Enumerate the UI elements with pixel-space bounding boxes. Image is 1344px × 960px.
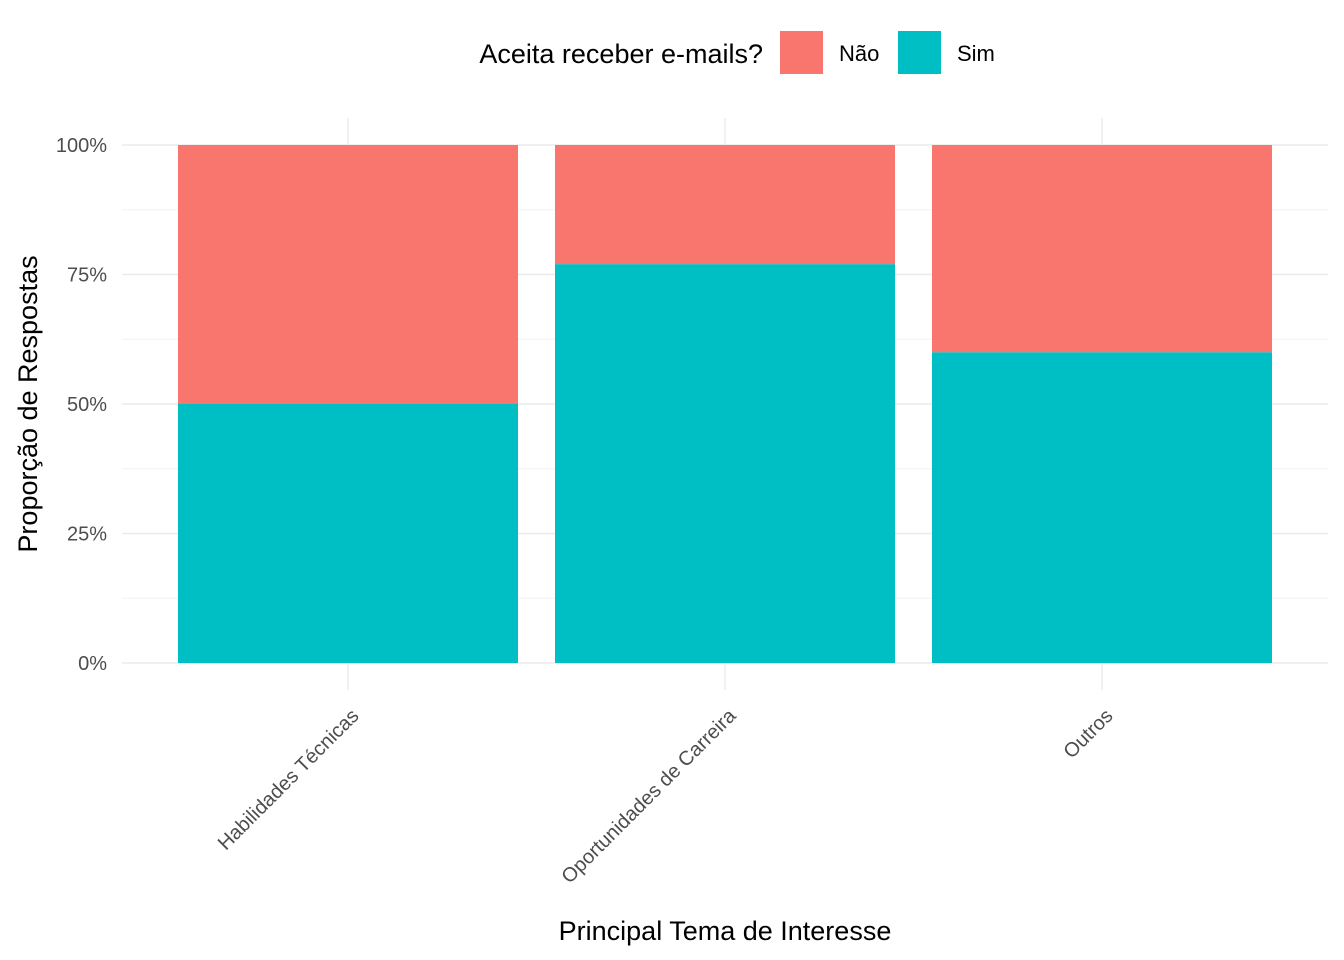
y-tick-label: 0% (78, 653, 107, 675)
y-axis-ticks: 0% 25% 50% 75% 100% (56, 135, 107, 675)
x-tick-label: Outros (1060, 705, 1118, 763)
bar-segment (555, 145, 895, 265)
y-tick-label: 50% (67, 394, 107, 416)
y-tick-label: 100% (56, 135, 107, 157)
bars (178, 145, 1272, 663)
legend-items: Não Sim (780, 31, 995, 74)
x-axis-title: Principal Tema de Interesse (559, 916, 892, 946)
bar-segment (932, 352, 1272, 663)
bar-segment (932, 145, 1272, 353)
y-axis-title: Proporção de Respostas (13, 255, 43, 552)
bar-segment (178, 404, 518, 663)
legend-swatch (780, 31, 823, 74)
bar-segment (178, 145, 518, 404)
y-tick-label: 75% (67, 265, 107, 287)
legend: Aceita receber e-mails? Não Sim (479, 31, 995, 74)
bar-segment (555, 264, 895, 663)
legend-label: Sim (957, 41, 995, 66)
legend-label: Não (839, 41, 879, 66)
legend-swatch (898, 31, 941, 74)
x-tick-label: Habilidades Técnicas (214, 705, 364, 855)
legend-title: Aceita receber e-mails? (479, 39, 763, 69)
y-tick-label: 25% (67, 524, 107, 546)
x-tick-label: Oportunidades de Carreira (558, 704, 742, 888)
x-axis-ticks: Habilidades Técnicas Oportunidades de Car… (214, 704, 1118, 888)
